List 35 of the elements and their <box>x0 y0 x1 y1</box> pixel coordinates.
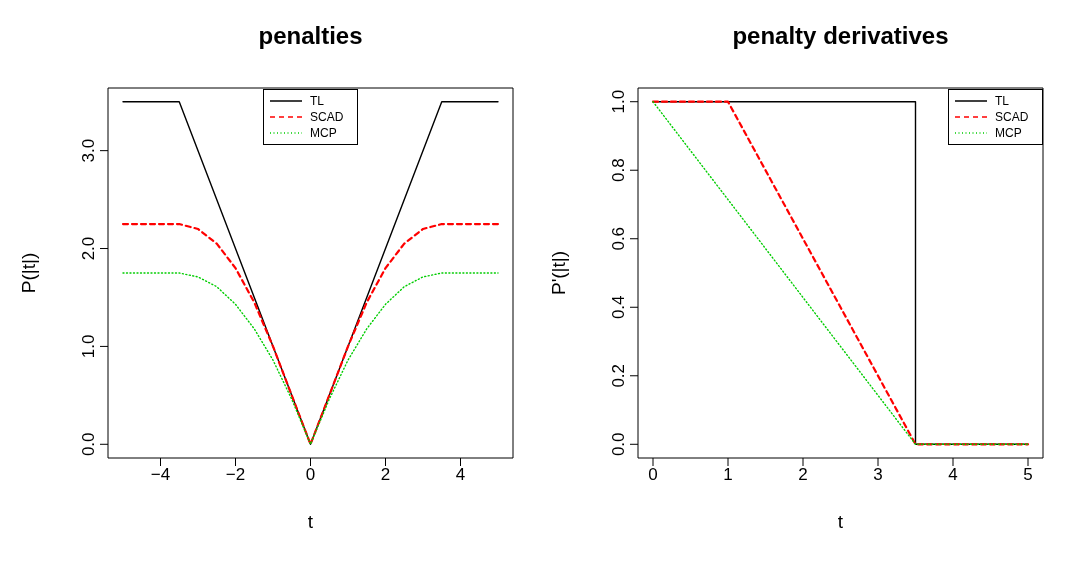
y-axis-title: P'(|t|) <box>547 250 569 296</box>
legend-label: TL <box>310 94 325 108</box>
x-tick-label: 4 <box>948 465 958 485</box>
legend-label: MCP <box>310 126 337 140</box>
y-tick-label: 1.0 <box>79 334 98 359</box>
x-tick-label: −2 <box>225 465 246 485</box>
x-tick-label: 2 <box>798 465 808 485</box>
y-tick-label: 2.0 <box>79 236 98 261</box>
legend-label: SCAD <box>995 110 1029 124</box>
y-tick-label: 0.0 <box>79 432 98 457</box>
x-axis-title: t <box>837 511 844 532</box>
x-axis-title: t <box>307 511 314 532</box>
legend-label: SCAD <box>310 110 344 124</box>
x-tick-label: 2 <box>380 465 391 485</box>
y-tick-label: 0.2 <box>609 363 628 388</box>
y-tick-label: 3.0 <box>79 138 98 163</box>
x-tick-label: 3 <box>873 465 883 485</box>
y-tick-label: 0.8 <box>609 158 628 183</box>
x-tick-label: 0 <box>648 465 658 485</box>
legend-label: MCP <box>995 126 1022 140</box>
x-tick-label: 0 <box>305 465 316 485</box>
line-series <box>121 222 500 446</box>
y-tick-label: 0.6 <box>609 226 628 251</box>
x-tick-label: 4 <box>455 465 466 485</box>
y-tick-label: 1.0 <box>609 89 628 114</box>
y-tick-label: 0.4 <box>609 295 628 320</box>
x-tick-label: 5 <box>1023 465 1033 485</box>
line-series <box>122 272 499 445</box>
legend-label: TL <box>995 94 1010 108</box>
x-tick-label: 1 <box>723 465 733 485</box>
y-axis-title: P(|t|) <box>17 252 39 294</box>
y-tick-label: 0.0 <box>609 432 628 457</box>
chart-title: penalty derivatives <box>731 22 950 50</box>
x-tick-label: −4 <box>150 465 171 485</box>
chart-title: penalties <box>257 22 364 50</box>
